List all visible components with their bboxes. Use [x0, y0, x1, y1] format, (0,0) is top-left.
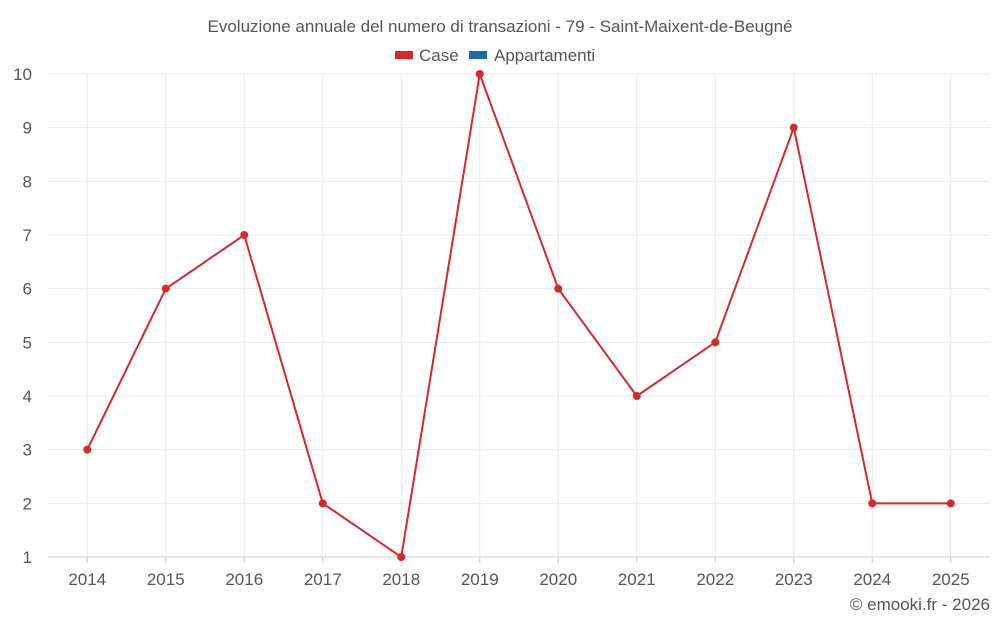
y-tick-label: 4 [23, 387, 32, 406]
y-tick-label: 3 [23, 441, 32, 460]
x-tick-label: 2025 [932, 570, 970, 589]
data-point-case-2019[interactable] [475, 70, 484, 78]
y-tick-label: 5 [23, 333, 32, 352]
legend-item-case[interactable]: Case [395, 46, 459, 65]
x-tick-label: 2019 [461, 570, 499, 589]
x-tick-label: 2024 [853, 570, 891, 589]
data-point-case-2015[interactable] [161, 284, 170, 293]
y-tick-label: 1 [23, 548, 32, 567]
y-tick-label: 2 [23, 494, 32, 513]
legend-swatch-appartamenti [469, 51, 487, 59]
x-tick-label: 2017 [304, 570, 342, 589]
data-point-case-2018[interactable] [397, 553, 406, 561]
legend-item-appartamenti[interactable]: Appartamenti [469, 46, 595, 65]
y-tick-label: 7 [23, 226, 32, 245]
x-tick-label: 2018 [382, 570, 420, 589]
x-tick-label: 2021 [618, 570, 656, 589]
y-tick-label: 8 [23, 172, 32, 191]
chart-title: Evoluzione annuale del numero di transaz… [208, 17, 793, 36]
data-point-case-2016[interactable] [240, 231, 249, 239]
y-tick-label: 9 [23, 119, 32, 138]
y-tick-label: 10 [13, 65, 32, 84]
x-tick-label: 2016 [225, 570, 263, 589]
legend-swatch-case [395, 51, 413, 59]
legend: Case Appartamenti [395, 46, 595, 65]
legend-label-case: Case [419, 46, 459, 65]
series-case [83, 70, 955, 561]
data-point-case-2025[interactable] [946, 499, 955, 508]
x-tick-label: 2023 [775, 570, 813, 589]
data-point-case-2014[interactable] [83, 445, 92, 454]
grid [48, 73, 990, 563]
series-line-case [86, 73, 951, 558]
x-tick-label: 2022 [696, 570, 734, 589]
y-axis-ticks: 1 2 3 4 5 6 7 8 9 10 [13, 65, 32, 567]
x-tick-label: 2015 [147, 570, 185, 589]
x-tick-label: 2020 [539, 570, 577, 589]
data-point-case-2024[interactable] [868, 499, 877, 508]
x-axis-ticks: 2014 2015 2016 2017 2018 2019 2020 2021 2022 2023… [68, 570, 969, 589]
x-tick-label: 2014 [68, 570, 106, 589]
data-point-case-2022[interactable] [711, 338, 720, 347]
data-point-case-2021[interactable] [632, 392, 641, 400]
legend-label-appartamenti: Appartamenti [494, 46, 595, 65]
y-tick-label: 6 [23, 280, 32, 299]
data-point-case-2017[interactable] [318, 499, 327, 508]
data-point-case-2020[interactable] [554, 284, 563, 293]
data-point-case-2023[interactable] [789, 123, 798, 132]
credit-text: © emooki.fr - 2026 [850, 595, 990, 614]
